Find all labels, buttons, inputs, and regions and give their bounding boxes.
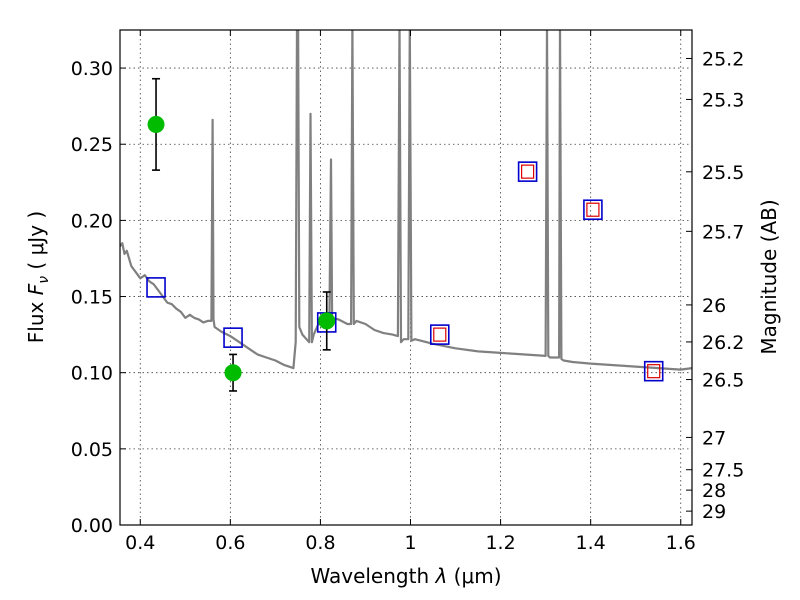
y-axis-label: Flux Fν ( μJy ) [24, 211, 52, 343]
observed-point-1 [224, 364, 242, 382]
model-photometry-square-6 [643, 360, 664, 382]
mag-tick-label-9: 28 [702, 480, 726, 502]
model-spectrum-layer [120, 30, 692, 371]
model-photometry-square-4 [517, 161, 538, 182]
observed-point-2 [318, 312, 336, 330]
x-tick-label-0: 0.4 [125, 532, 155, 554]
x-tick-label-1: 0.6 [215, 532, 245, 554]
x-tick-label-3: 1 [404, 532, 416, 554]
x-tick-label-5: 1.4 [576, 532, 606, 554]
right-axis-label: Magnitude (AB) [757, 199, 781, 354]
x-axis-label: Wavelength λ (μm) [310, 564, 501, 588]
y-tick-label-0: 0.00 [71, 515, 113, 537]
x-tick-label-6: 1.6 [666, 532, 696, 554]
y-tick-label-6: 0.30 [71, 58, 113, 80]
mag-tick-label-5: 26.2 [702, 332, 744, 354]
mag-tick-label-8: 27.5 [702, 460, 744, 482]
y-tick-label-1: 0.05 [71, 439, 113, 461]
x-tick-label-2: 0.8 [305, 532, 335, 554]
axis-ticks [120, 30, 692, 526]
mag-tick-label-7: 27 [702, 427, 726, 449]
model-photometry-square-5 [583, 199, 603, 221]
y-tick-label-4: 0.20 [71, 210, 113, 232]
mag-tick-label-2: 25.5 [702, 162, 744, 184]
predicted-square-3 [647, 364, 661, 379]
mag-tick-label-10: 29 [702, 501, 726, 523]
mag-tick-label-4: 26 [702, 295, 726, 317]
observed-point-0 [147, 115, 165, 133]
y-tick-label-3: 0.15 [71, 287, 113, 309]
y-axis-label-prefix: Flux [24, 295, 48, 343]
y-tick-label-5: 0.25 [71, 134, 113, 156]
model-photometry-square-3 [429, 324, 450, 345]
mag-tick-label-3: 25.7 [702, 221, 744, 243]
y-axis-label-unit: ( μJy ) [24, 211, 48, 276]
mag-tick-label-1: 25.3 [702, 89, 744, 111]
predicted-square-0 [433, 327, 447, 342]
x-axis-label-unit: (μm) [447, 564, 501, 588]
x-axis-label-prefix: Wavelength [310, 564, 435, 588]
predicted-square-2 [586, 202, 600, 217]
mag-tick-label-0: 25.2 [702, 48, 744, 70]
tick-labels: 0.4 0.6 0.8 1 1.2 1.4 1.6 0.00 0.05 0.10 0.15 0.20 0… [71, 48, 745, 554]
grid [120, 30, 692, 525]
model-photometry-square-0 [146, 277, 166, 298]
model-spectrum-line [120, 30, 692, 371]
plot-frame [119, 29, 693, 526]
x-tick-label-4: 1.2 [485, 532, 515, 554]
photometry-points [146, 77, 664, 392]
mag-tick-label-6: 26.5 [702, 370, 744, 392]
y-tick-label-2: 0.10 [71, 363, 113, 385]
predicted-square-1 [521, 164, 535, 179]
y-axis-label-sub: ν [36, 276, 52, 284]
y-axis-label-var: F [24, 283, 48, 295]
x-axis-label-lambda: λ [434, 564, 447, 588]
model-photometry-square-1 [223, 327, 243, 348]
